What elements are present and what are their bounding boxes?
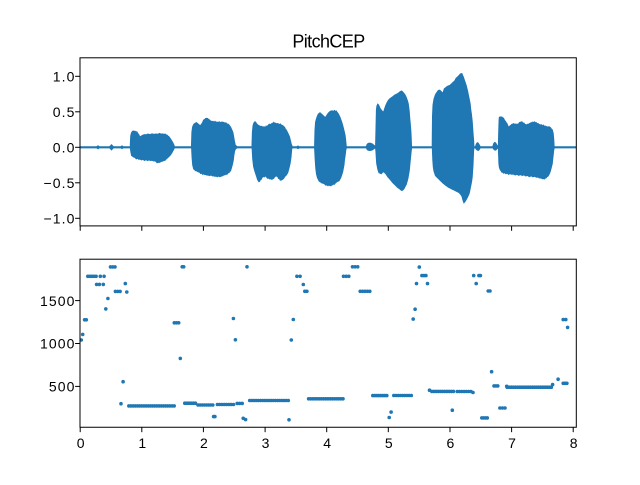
svg-text:2: 2 [200, 435, 209, 451]
svg-text:6: 6 [447, 435, 456, 451]
svg-text:0.0: 0.0 [53, 140, 76, 156]
svg-text:1500: 1500 [40, 293, 76, 309]
svg-text:PitchCEP: PitchCEP [292, 32, 365, 52]
svg-text:3: 3 [262, 435, 271, 451]
svg-text:1000: 1000 [40, 336, 76, 352]
svg-text:0.5: 0.5 [53, 104, 76, 120]
svg-text:8: 8 [570, 435, 579, 451]
svg-text:−0.5: −0.5 [43, 175, 75, 191]
svg-text:1: 1 [138, 435, 147, 451]
svg-text:500: 500 [49, 379, 76, 395]
svg-text:−1.0: −1.0 [43, 211, 75, 227]
svg-text:0: 0 [77, 435, 86, 451]
svg-text:5: 5 [385, 435, 394, 451]
svg-text:4: 4 [323, 435, 332, 451]
svg-text:7: 7 [508, 435, 517, 451]
svg-text:1.0: 1.0 [53, 69, 76, 85]
